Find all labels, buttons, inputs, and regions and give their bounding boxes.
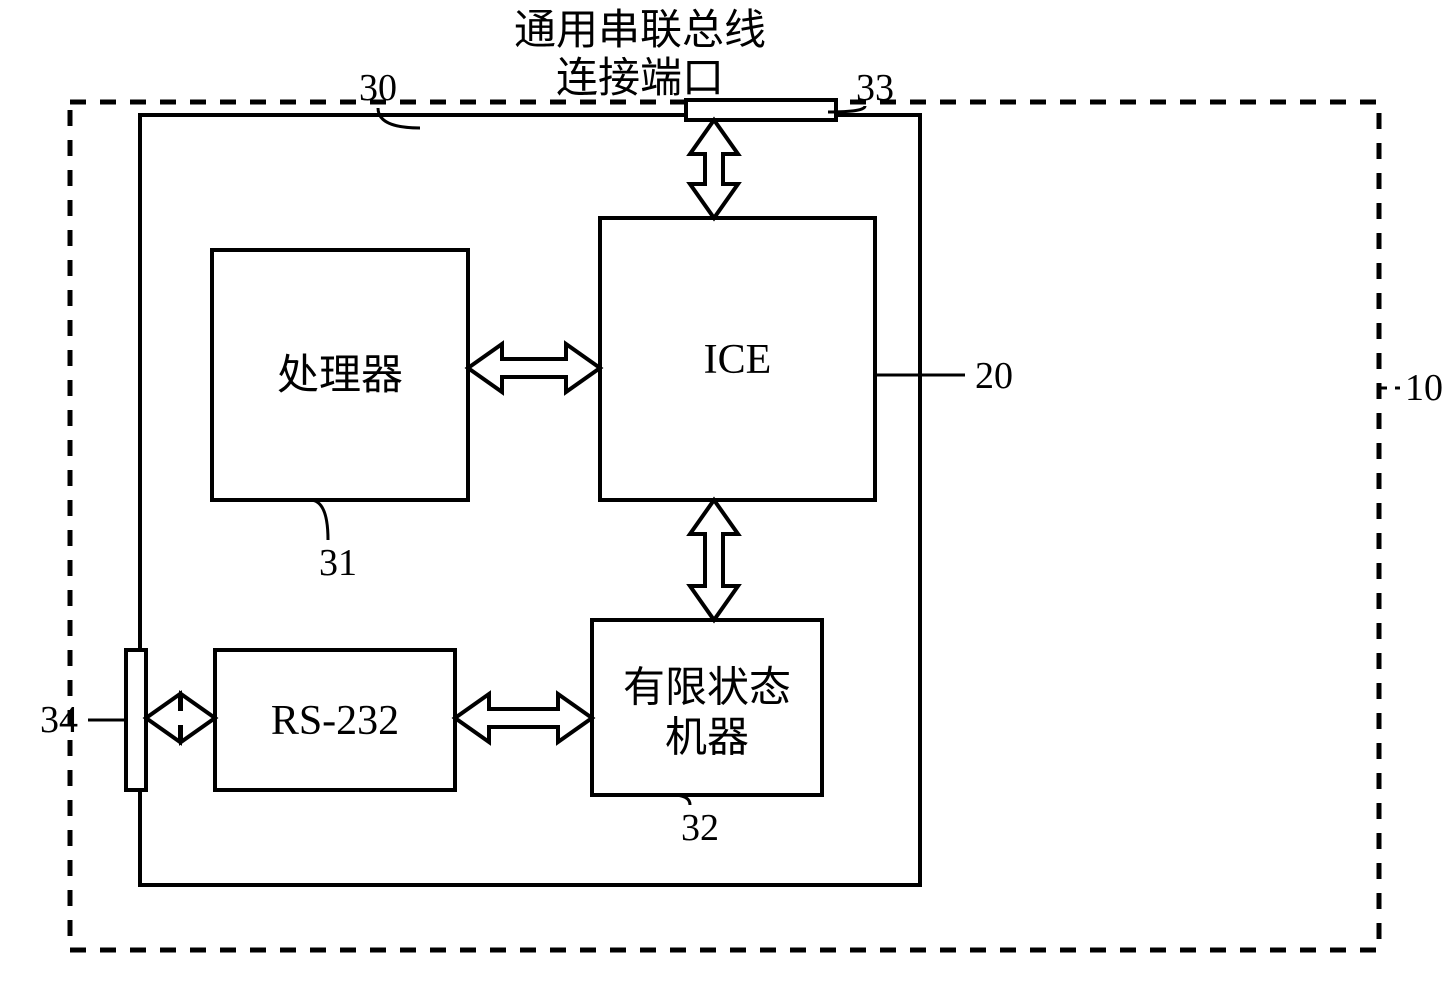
ref-31: 31 (319, 542, 357, 584)
port-left (126, 650, 146, 790)
block-processor-label: 处理器 (277, 353, 403, 399)
title-line1: 通用串联总线 (514, 8, 766, 54)
block-rs232-label: RS-232 (271, 698, 399, 744)
ref-33: 33 (856, 67, 894, 109)
ref-34: 34 (40, 699, 78, 741)
block-fsm-label1: 有限状态 (623, 666, 791, 712)
ref-32: 32 (681, 807, 719, 849)
block-ice-label: ICE (704, 337, 772, 383)
ref-10: 10 (1405, 367, 1443, 409)
block-fsm-label2: 机器 (665, 716, 749, 762)
ref-20: 20 (975, 355, 1013, 397)
ref-30: 30 (359, 67, 397, 109)
port-top (686, 100, 836, 120)
title-line2: 连接端口 (556, 56, 724, 102)
